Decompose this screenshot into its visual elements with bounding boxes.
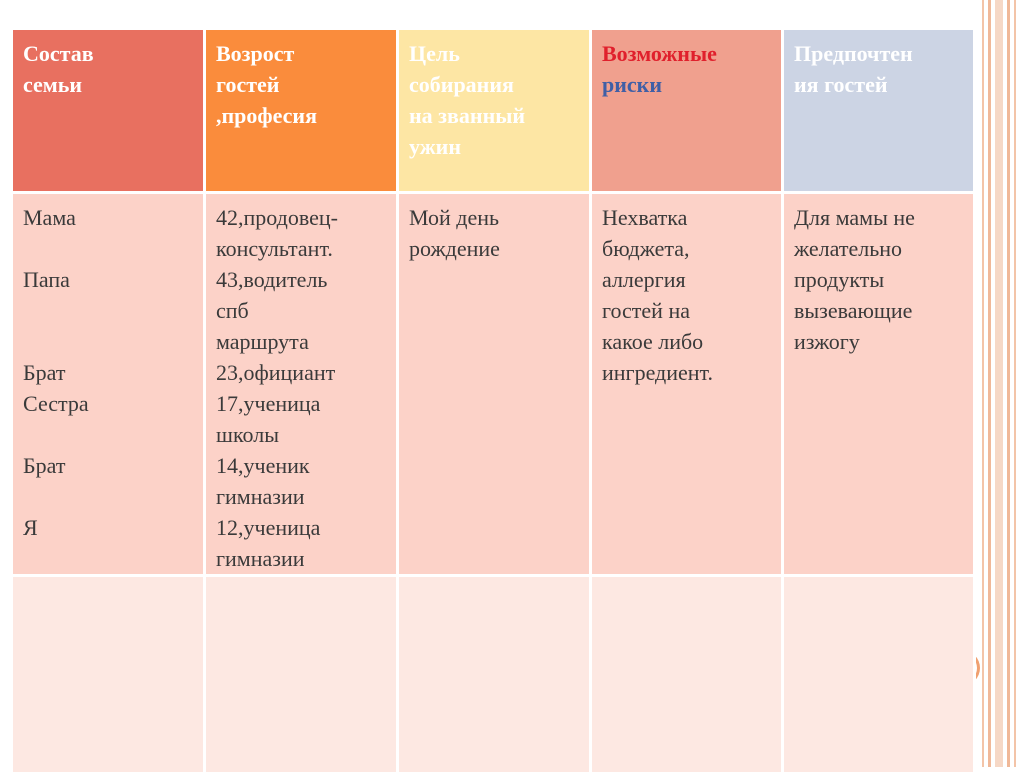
header-guest-age-profession: Возрост гостей ,професия [203,27,399,194]
header-row: Состав семьи Возрост гостей ,професия Це… [10,27,976,194]
table-row-empty [10,574,976,775]
header-family-composition: Состав семьи [10,27,206,194]
family-member: Сестра [23,391,89,416]
empty-cell [589,574,784,775]
empty-cell [781,574,976,775]
cell-ages-professions: 42,продовец- консультант. 43,водитель сп… [203,191,399,577]
family-member: Мама [23,205,76,230]
empty-cell [203,574,399,775]
family-member: Я [23,515,38,540]
header-dinner-goal: Цель собирания на званный ужин [396,27,592,194]
table-row: Мама Папа Брат Сестра Брат Я 42,продовец… [10,191,976,577]
cell-dinner-goal: Мой день рождение [396,191,592,577]
family-member: Брат [23,360,66,385]
cell-preferences: Для мамы не желательно продукты вызевающ… [781,191,976,577]
family-member: Папа [23,267,70,292]
header-guest-preferences: Предпочтен ия гостей [781,27,976,194]
family-member: Брат [23,453,66,478]
header-possible-risks: Возможные риски [589,27,784,194]
decorative-edge-stripes [978,0,1024,767]
family-dinner-table: Состав семьи Возрост гостей ,професия Це… [10,27,976,775]
empty-cell [10,574,206,775]
cell-risks: Нехватка бюджета, аллергия гостей на как… [589,191,784,577]
cell-family-members: Мама Папа Брат Сестра Брат Я [10,191,206,577]
empty-cell [396,574,592,775]
